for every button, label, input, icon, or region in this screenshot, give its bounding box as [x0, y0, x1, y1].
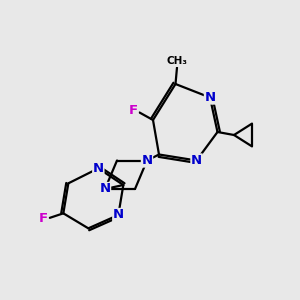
Text: N: N: [204, 91, 216, 104]
Text: N: N: [113, 208, 124, 221]
Text: N: N: [99, 182, 111, 196]
Text: F: F: [38, 212, 47, 225]
Text: N: N: [141, 154, 153, 167]
Text: N: N: [191, 154, 202, 167]
Text: N: N: [93, 162, 104, 175]
Text: CH₃: CH₃: [167, 56, 188, 67]
Text: F: F: [129, 104, 138, 118]
